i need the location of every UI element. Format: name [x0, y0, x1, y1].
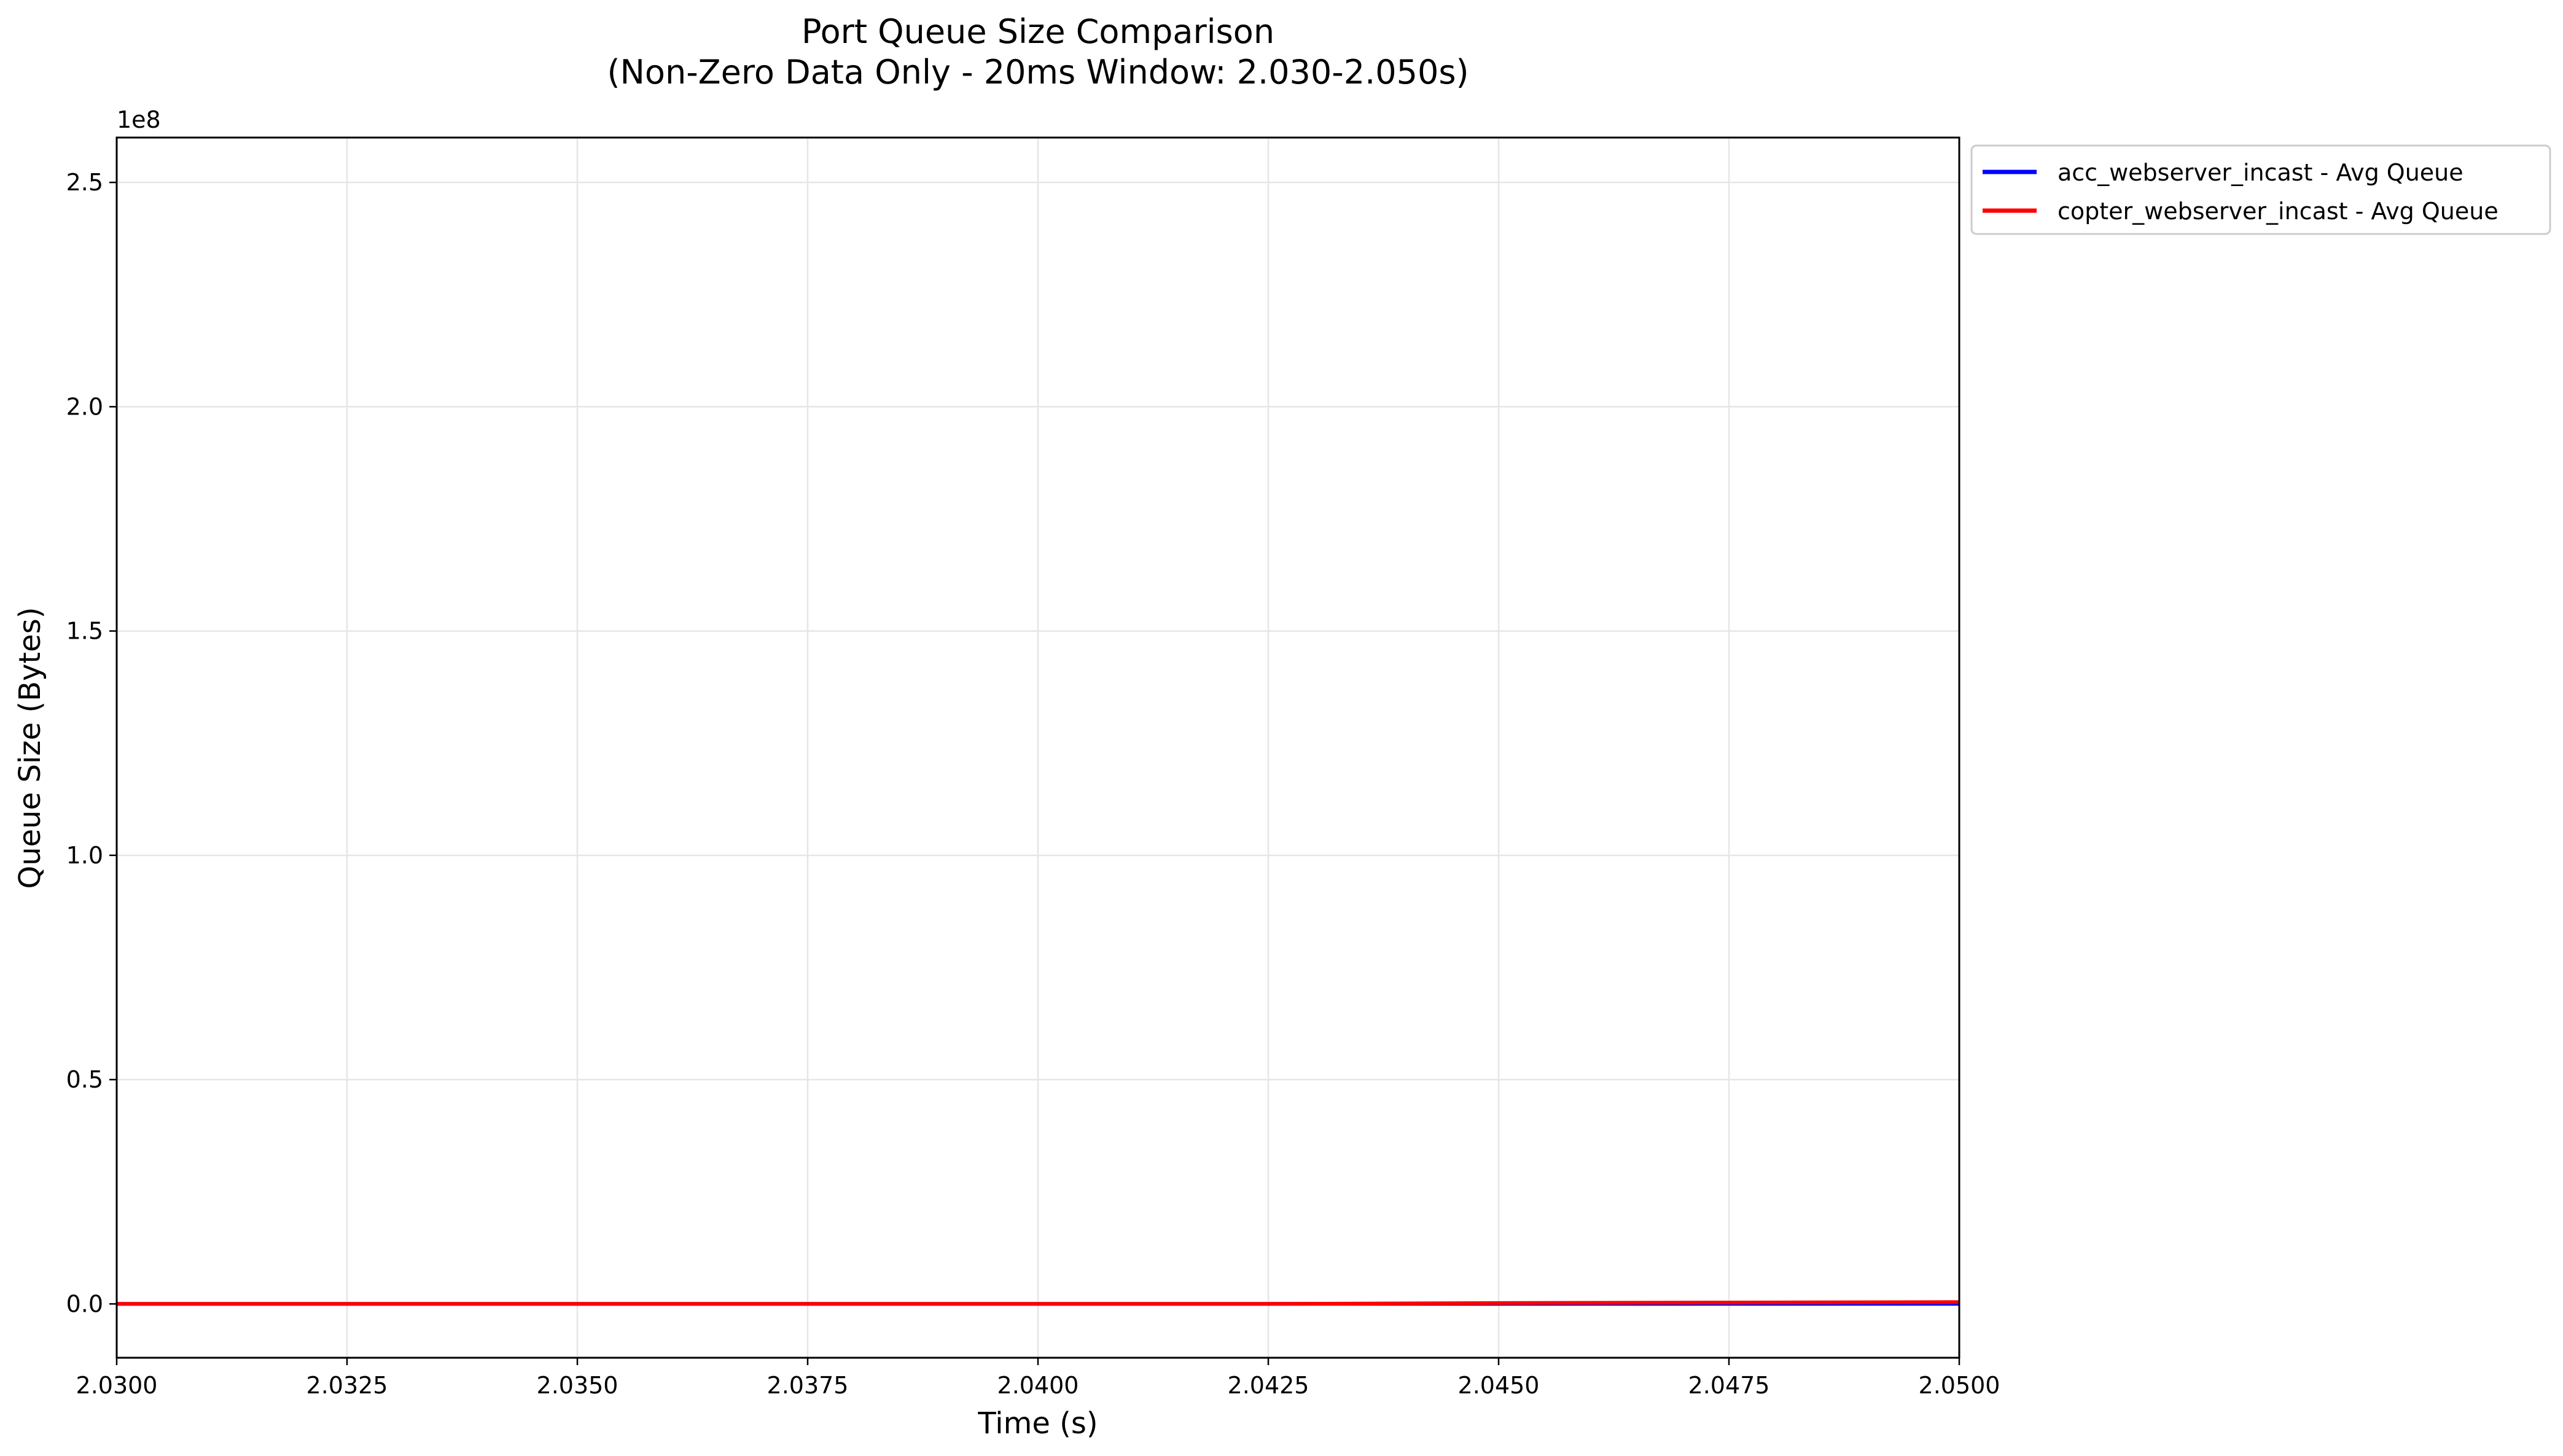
y-tick-label: 2.0	[66, 393, 103, 420]
chart-subtitle: (Non-Zero Data Only - 20ms Window: 2.030…	[607, 53, 1469, 91]
y-tick-label: 1.0	[66, 842, 103, 869]
x-axis-ticks: 2.0300 2.0325 2.0350 2.0375 2.0400 2.0425 2.04…	[76, 1358, 2000, 1399]
x-tick-label: 2.0475	[1688, 1372, 1770, 1399]
x-tick-label: 2.0300	[76, 1372, 158, 1399]
series-line-1	[117, 1300, 1960, 1306]
legend-label-0: acc_webserver_incast - Avg Queue	[2058, 159, 2464, 186]
x-tick-label: 2.0425	[1228, 1372, 1309, 1399]
x-tick-label: 2.0450	[1458, 1372, 1540, 1399]
x-tick-label: 2.0375	[767, 1372, 849, 1399]
y-axis-label: Queue Size (Bytes)	[13, 607, 47, 889]
y-tick-label: 2.5	[66, 169, 103, 196]
x-tick-label: 2.0350	[537, 1372, 618, 1399]
y-axis-ticks: 0.0 0.5 1.0 1.5 2.0 2.5	[66, 169, 117, 1317]
series-layer	[117, 1300, 1960, 1306]
x-tick-label: 2.0400	[997, 1372, 1079, 1399]
x-tick-label: 2.0325	[306, 1372, 388, 1399]
legend: acc_webserver_incast - Avg Queue copter_w…	[1970, 144, 2551, 235]
y-tick-label: 1.5	[66, 618, 103, 645]
x-tick-label: 2.0500	[1919, 1372, 2000, 1399]
y-tick-label: 0.5	[66, 1066, 103, 1093]
y-axis-offset-label: 1e8	[117, 106, 161, 133]
legend-label-1: copter_webserver_incast - Avg Queue	[2058, 198, 2499, 225]
x-axis-label: Time (s)	[977, 1406, 1098, 1441]
legend-box	[1970, 144, 2551, 235]
chart-title: Port Queue Size Comparison	[802, 12, 1274, 51]
y-tick-label: 0.0	[66, 1290, 103, 1317]
